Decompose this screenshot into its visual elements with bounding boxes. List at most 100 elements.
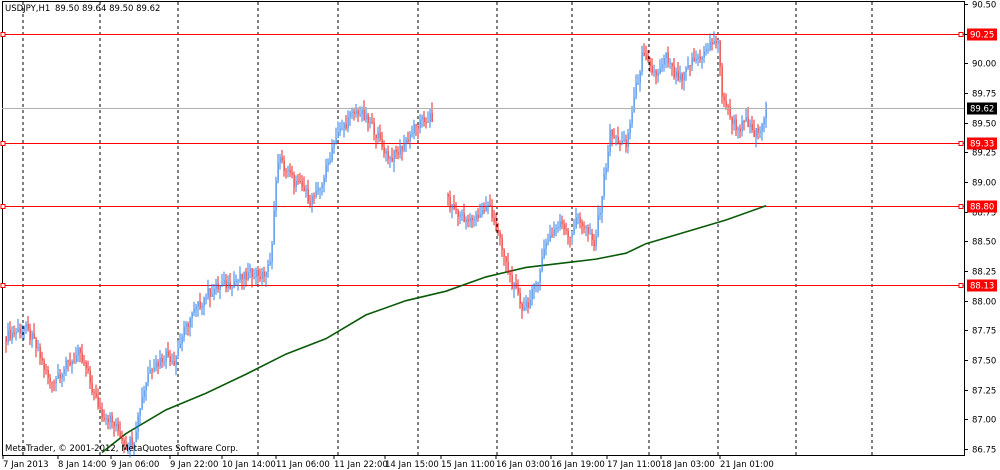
candle-body bbox=[531, 289, 533, 300]
candle-body bbox=[623, 139, 625, 141]
level-price-tag bbox=[967, 28, 997, 41]
candle-body bbox=[585, 227, 587, 229]
candle-body bbox=[173, 361, 175, 365]
candle-body bbox=[379, 132, 381, 140]
candle-body bbox=[729, 106, 731, 117]
candle-body bbox=[35, 338, 37, 348]
candle-body bbox=[67, 360, 69, 362]
candle-body bbox=[169, 356, 171, 362]
current-price-label: 89.62 bbox=[970, 105, 994, 115]
candle-body bbox=[757, 128, 759, 133]
candle-body bbox=[413, 124, 415, 134]
candle-body bbox=[527, 302, 529, 308]
x-tick-label: 11 Jan 22:00 bbox=[334, 460, 388, 470]
candle-body bbox=[425, 122, 427, 124]
plot-frame bbox=[2, 1, 965, 456]
level-price-label: 88.13 bbox=[970, 282, 994, 292]
level-handle[interactable] bbox=[0, 283, 6, 288]
candle-body bbox=[235, 280, 237, 282]
candle-body bbox=[517, 287, 519, 294]
candle-body bbox=[51, 381, 53, 383]
level-price-label: 90.25 bbox=[970, 31, 994, 41]
candle-body bbox=[57, 374, 59, 379]
candle-body bbox=[497, 229, 499, 233]
candle-body bbox=[529, 299, 531, 308]
candle-body bbox=[673, 66, 675, 78]
candle-body bbox=[89, 370, 91, 384]
candle-body bbox=[685, 67, 687, 73]
candle-body bbox=[259, 276, 261, 279]
level-handle[interactable] bbox=[0, 32, 6, 37]
candle-body bbox=[635, 83, 637, 98]
candle-body bbox=[389, 157, 391, 160]
candle-body bbox=[209, 288, 211, 297]
candle-body bbox=[477, 214, 479, 218]
x-tick-label: 18 Jan 03:00 bbox=[661, 460, 715, 470]
candle-body bbox=[475, 214, 477, 220]
candle-body bbox=[625, 139, 627, 148]
candle-body bbox=[47, 369, 49, 378]
candle-body bbox=[159, 358, 161, 367]
candle-body bbox=[39, 347, 41, 359]
candle-body bbox=[703, 51, 705, 58]
candle-body bbox=[301, 181, 303, 187]
candle-body bbox=[203, 297, 205, 306]
candle-body bbox=[167, 351, 169, 357]
candle-body bbox=[183, 326, 185, 337]
level-handle[interactable] bbox=[958, 204, 964, 209]
x-tick-label: 15 Jan 11:00 bbox=[441, 460, 495, 470]
candle-body bbox=[37, 347, 39, 349]
candle-body bbox=[205, 297, 207, 299]
candle-body bbox=[765, 103, 767, 119]
candle-body bbox=[41, 358, 43, 361]
candle-body bbox=[257, 269, 259, 277]
x-tick-label: 14 Jan 15:00 bbox=[385, 460, 439, 470]
candle-body bbox=[691, 57, 693, 66]
candle-body bbox=[321, 184, 323, 188]
y-tick-label: 88.25 bbox=[972, 268, 996, 278]
candle-body bbox=[383, 146, 385, 154]
candle-body bbox=[229, 282, 231, 289]
candle-body bbox=[253, 276, 255, 278]
candle-body bbox=[275, 181, 277, 211]
candle-body bbox=[631, 112, 633, 124]
y-tick-label: 87.50 bbox=[972, 357, 996, 367]
candle-body bbox=[345, 123, 347, 129]
candle-body bbox=[287, 169, 289, 171]
candle-body bbox=[197, 301, 199, 307]
level-handle[interactable] bbox=[958, 283, 964, 288]
candle-body bbox=[219, 286, 221, 290]
candle-body bbox=[319, 187, 321, 189]
candle-body bbox=[747, 117, 749, 128]
level-handle[interactable] bbox=[0, 204, 6, 209]
candle-body bbox=[519, 293, 521, 304]
candle-body bbox=[193, 309, 195, 313]
candle-body bbox=[351, 111, 353, 113]
candle-body bbox=[589, 233, 591, 235]
candle-body bbox=[701, 57, 703, 60]
candle-body bbox=[77, 348, 79, 356]
candle-body bbox=[265, 271, 267, 277]
candle-body bbox=[5, 336, 7, 343]
x-tick-label: 16 Jan 03:00 bbox=[496, 460, 550, 470]
candle-body bbox=[293, 174, 295, 187]
candle-body bbox=[241, 273, 243, 280]
level-handle[interactable] bbox=[958, 141, 964, 146]
candle-body bbox=[125, 445, 127, 450]
y-tick-label: 87.00 bbox=[972, 416, 996, 426]
candle-body bbox=[87, 368, 89, 371]
candle-body bbox=[27, 324, 29, 330]
candle-body bbox=[657, 72, 659, 76]
candle-body bbox=[667, 52, 669, 64]
candle-body bbox=[713, 41, 715, 45]
candle-body bbox=[343, 123, 345, 129]
level-price-label: 89.33 bbox=[970, 140, 994, 150]
level-handle[interactable] bbox=[958, 32, 964, 37]
candle-body bbox=[451, 204, 453, 209]
candle-body bbox=[491, 205, 493, 218]
candle-body bbox=[503, 249, 505, 257]
candle-body bbox=[627, 133, 629, 148]
candle-body bbox=[609, 129, 611, 152]
level-handle[interactable] bbox=[0, 141, 6, 146]
